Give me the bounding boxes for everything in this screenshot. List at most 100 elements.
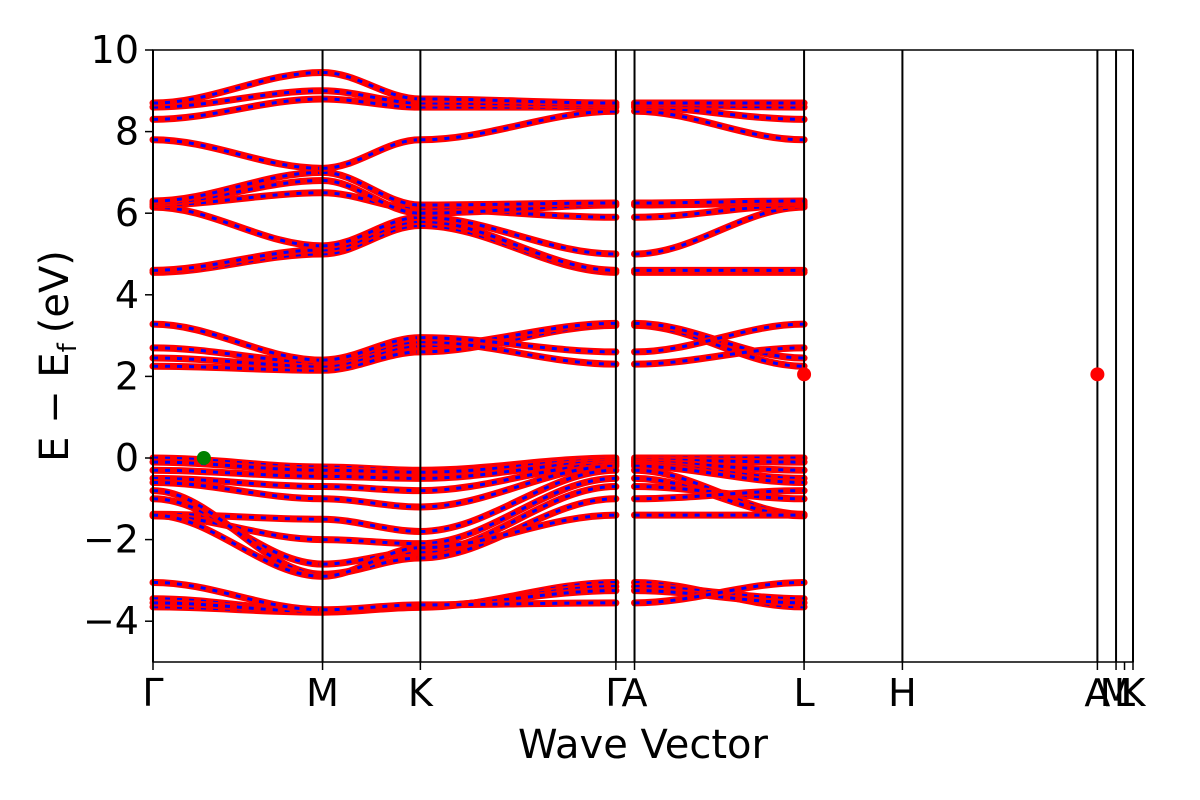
- vbm-marker: [196, 451, 211, 465]
- band-line-overlay: [152, 480, 323, 501]
- band-line-overlay: [322, 138, 421, 170]
- y-tick-label: 4: [115, 273, 139, 317]
- x-tick-label: M: [306, 671, 339, 715]
- extrema-markers: [196, 367, 1105, 465]
- band-line-overlay: [322, 468, 421, 474]
- band-line-overlay: [322, 350, 421, 372]
- y-axis-ticks: −4 −2 0 2 4 6 8 10: [83, 28, 153, 643]
- band-line-overlay: [322, 191, 421, 211]
- band-line-overlay: [322, 603, 421, 612]
- x-tick-label: K: [1121, 671, 1147, 715]
- bands-layer: [152, 70, 808, 616]
- band-line-overlay: [322, 344, 421, 368]
- y-axis-title: E − Ef (eV): [32, 250, 83, 462]
- cbm-marker: [1090, 367, 1105, 382]
- y-tick-label: 0: [115, 436, 139, 480]
- x-tick-label: Γ: [605, 671, 626, 715]
- band-line-overlay: [420, 215, 616, 256]
- band-line-overlay: [420, 97, 616, 105]
- band-line-overlay: [420, 476, 616, 546]
- band-line-overlay: [322, 179, 421, 215]
- kpath-dividers: [152, 50, 1134, 662]
- band-line-overlay: [152, 179, 323, 205]
- band-line-overlay: [420, 223, 616, 274]
- band-line-overlay: [152, 97, 323, 121]
- band-line-overlay: [152, 456, 323, 469]
- band-line-overlay: [420, 468, 616, 533]
- x-tick-label: A: [1084, 671, 1110, 715]
- cbm-marker: [797, 367, 812, 382]
- band-line-overlay: [634, 109, 805, 142]
- x-tick-label: A: [622, 671, 648, 715]
- x-tick-label: L: [793, 671, 814, 715]
- band-line-overlay: [152, 468, 323, 478]
- band-line-overlay: [152, 138, 323, 170]
- band-line-overlay: [420, 219, 616, 272]
- band-line-overlay: [152, 601, 323, 613]
- x-tick-label: H: [888, 671, 917, 715]
- band-line-overlay: [152, 191, 323, 207]
- band-line-overlay: [634, 203, 805, 219]
- band-line-overlay: [634, 464, 805, 484]
- band-line-overlay: [152, 580, 323, 612]
- band-line-overlay: [152, 322, 323, 362]
- band-line-overlay: [322, 223, 421, 256]
- band-line-overlay: [152, 512, 323, 521]
- band-line-overlay: [634, 580, 805, 605]
- band-line-overlay: [322, 474, 421, 480]
- band-line-overlay: [152, 170, 323, 203]
- band-line-overlay: [322, 546, 421, 578]
- band-line-overlay: [420, 340, 616, 366]
- band-line-overlay: [420, 464, 616, 509]
- band-line-overlay: [152, 364, 323, 372]
- y-tick-label: −2: [83, 518, 139, 562]
- band-line-overlay: [152, 460, 323, 472]
- band-line-overlay: [152, 89, 323, 109]
- band-line-overlay: [420, 601, 616, 607]
- band-line-overlay: [420, 201, 616, 207]
- band-line-overlay: [634, 105, 805, 121]
- band-line-overlay: [322, 556, 421, 576]
- band-line-overlay: [152, 476, 323, 489]
- band-line-overlay: [634, 322, 805, 354]
- band-line-overlay: [420, 513, 616, 550]
- band-line-overlay: [634, 346, 805, 366]
- band-line-overlay: [322, 70, 421, 101]
- band-line-overlay: [634, 489, 805, 501]
- x-tick-label: K: [408, 671, 434, 715]
- band-line-overlay: [152, 248, 323, 272]
- band-line-overlay: [634, 589, 805, 605]
- band-line-overlay: [322, 336, 421, 362]
- y-tick-label: 10: [91, 28, 139, 72]
- y-axis-title-subscript: f: [53, 342, 83, 352]
- band-line-overlay: [322, 170, 421, 207]
- band-line-overlay: [152, 70, 323, 105]
- band-line-overlay: [322, 517, 421, 533]
- y-axis-title-main: E − E: [32, 352, 78, 462]
- band-line-overlay: [152, 346, 323, 364]
- band-line-overlay: [322, 97, 421, 109]
- x-axis-title: Wave Vector: [518, 722, 769, 768]
- x-tick-label: Γ: [142, 671, 163, 715]
- band-line-overlay: [634, 323, 805, 368]
- band-line-overlay: [322, 497, 421, 509]
- band-line-overlay: [420, 497, 616, 560]
- band-line-overlay: [634, 460, 805, 472]
- y-tick-label: 2: [115, 354, 139, 398]
- band-line-overlay: [152, 513, 323, 578]
- band-line-overlay: [420, 336, 616, 354]
- band-line-overlay: [634, 458, 805, 464]
- y-tick-label: 6: [115, 191, 139, 235]
- band-line-overlay: [322, 219, 421, 252]
- band-line-overlay: [634, 199, 805, 205]
- band-line-overlay: [322, 538, 421, 546]
- band-line-overlay: [322, 485, 421, 493]
- y-axis-title-units: (eV): [32, 250, 78, 333]
- y-tick-label: 8: [115, 110, 139, 154]
- x-tick-label: M: [1100, 671, 1133, 715]
- y-tick-label: −4: [83, 599, 139, 643]
- x-tick-label: L: [1114, 671, 1135, 715]
- band-line-overlay: [322, 215, 421, 248]
